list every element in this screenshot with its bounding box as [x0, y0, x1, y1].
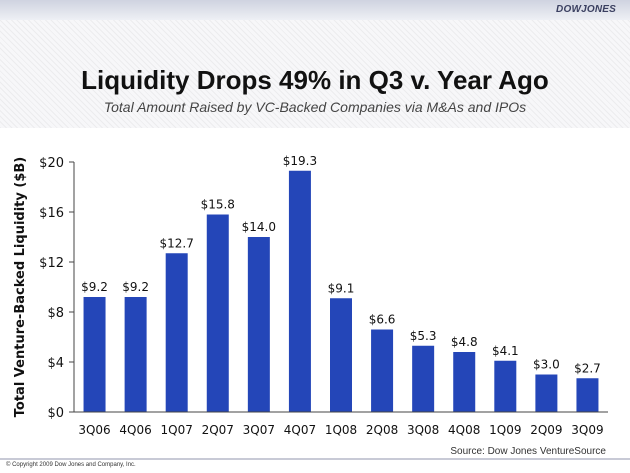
bar-1Q09 [494, 360, 517, 412]
bar-3Q07 [247, 237, 270, 412]
source-note: Source: Dow Jones VentureSource [450, 446, 606, 457]
y-tick-label: $8 [47, 306, 64, 321]
brand-strip: DOWJONES [0, 0, 630, 20]
x-axis-labels: 3Q06 4Q06 1Q07 2Q07 3Q07 4Q07 1Q08 2Q08 3Q08 4Q08… [78, 423, 603, 437]
x-tick-label-2Q08: 2Q08 [366, 423, 398, 437]
data-label-4Q08: $4.8 [451, 335, 478, 349]
data-label-4Q07: $19.3 [283, 154, 317, 168]
data-label-3Q08: $5.3 [410, 329, 437, 343]
data-labels: $9.2 $9.2 $12.7 $15.8 $14.0 $19.3 $9.1 $6.6 $5.3… [81, 154, 601, 376]
data-label-4Q06: $9.2 [122, 280, 149, 294]
header-background [0, 0, 630, 128]
footer-rule [0, 458, 630, 460]
bar-3Q06 [83, 297, 106, 412]
x-tick-label-1Q08: 1Q08 [325, 423, 357, 437]
x-tick-label-1Q07: 1Q07 [161, 423, 193, 437]
bar-3Q09 [576, 378, 599, 412]
data-label-3Q09: $2.7 [574, 361, 601, 375]
copyright-notice: © Copyright 2009 Dow Jones and Company, … [6, 462, 136, 468]
data-label-1Q09: $4.1 [492, 344, 519, 358]
data-label-1Q07: $12.7 [160, 236, 194, 250]
bar-1Q08 [330, 298, 352, 412]
chart-title: Liquidity Drops 49% in Q3 v. Year Ago [81, 65, 549, 95]
chart-subtitle: Total Amount Raised by VC-Backed Compani… [103, 99, 527, 115]
x-tick-label-3Q09: 3Q09 [571, 423, 603, 437]
y-tick-label: $16 [39, 206, 64, 221]
x-tick-label-3Q08: 3Q08 [407, 423, 439, 437]
x-tick-label-4Q08: 4Q08 [448, 423, 480, 437]
data-label-1Q08: $9.1 [328, 281, 355, 295]
bars [83, 170, 599, 412]
y-tick-label: $12 [39, 256, 64, 271]
y-tick-label: $20 [39, 156, 64, 171]
data-label-2Q09: $3.0 [533, 358, 560, 372]
bar-2Q08 [371, 329, 394, 412]
x-tick-label-4Q07: 4Q07 [284, 423, 316, 437]
data-label-2Q08: $6.6 [369, 313, 396, 327]
bar-1Q07 [165, 253, 188, 412]
y-tick-label: $0 [47, 406, 64, 421]
bar-2Q07 [206, 214, 229, 412]
x-tick-label-1Q09: 1Q09 [489, 423, 521, 437]
x-tick-label-3Q07: 3Q07 [243, 423, 275, 437]
x-tick-label-3Q06: 3Q06 [78, 423, 110, 437]
x-tick-label-4Q06: 4Q06 [119, 423, 151, 437]
bar-2Q09 [535, 374, 558, 412]
bar-4Q06 [124, 297, 147, 412]
data-label-3Q06: $9.2 [81, 280, 108, 294]
bar-4Q08 [453, 352, 476, 412]
y-axis-label: Total Venture-Backed Liquidity ($B) [13, 157, 28, 417]
y-axis-ticks: $0 $4 $8 $12 $16 $20 [39, 156, 74, 421]
dow-jones-logo: DOWJONES [556, 4, 616, 15]
x-tick-label-2Q09: 2Q09 [530, 423, 562, 437]
bar-4Q07 [288, 170, 311, 412]
x-tick-label-2Q07: 2Q07 [202, 423, 234, 437]
data-label-2Q07: $15.8 [201, 198, 235, 212]
data-label-3Q07: $14.0 [242, 220, 276, 234]
bar-3Q08 [412, 345, 435, 412]
y-tick-label: $4 [47, 356, 64, 371]
